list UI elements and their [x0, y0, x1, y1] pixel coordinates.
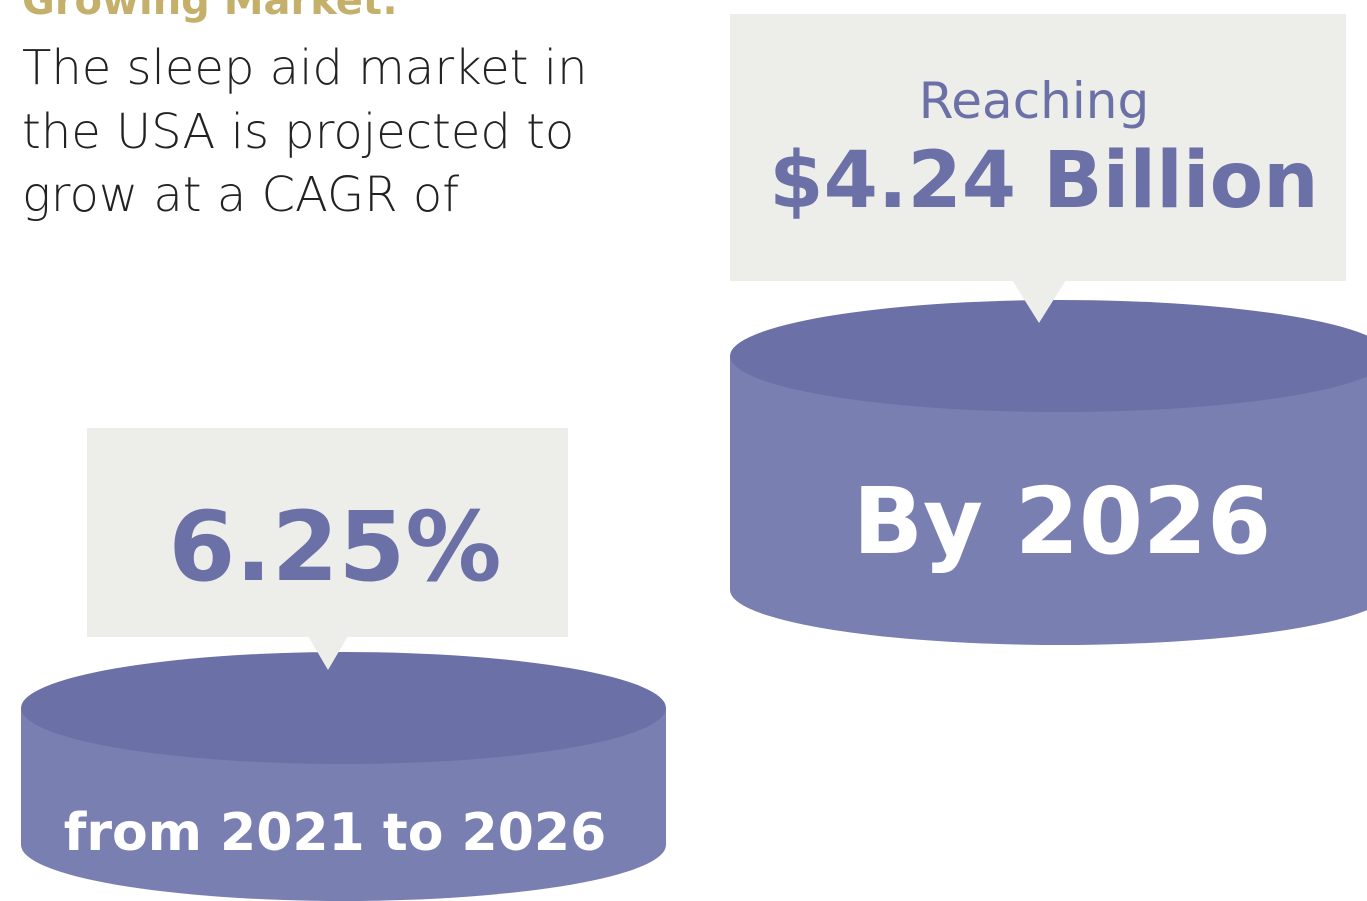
market-value: $4.24 Billion: [769, 136, 1318, 226]
cylinder-side: [730, 356, 1367, 645]
cylinder-top: [730, 300, 1367, 412]
body-line: the USA is projected to: [22, 104, 574, 160]
callout-pointer: [308, 636, 348, 670]
callout-pointer: [1012, 280, 1066, 323]
period-text: from 2021 to 2026: [64, 803, 607, 863]
heading: Growing Market:: [22, 0, 398, 24]
year-text: By 2026: [853, 468, 1271, 575]
cylinder-top: [21, 652, 666, 764]
cagr-value: 6.25%: [168, 491, 501, 603]
callout-box: [730, 14, 1346, 281]
body-line: grow at a CAGR of: [22, 167, 459, 223]
intro-text: Reaching: [919, 72, 1149, 130]
right-cylinder: [730, 300, 1367, 645]
callout-box: [87, 428, 568, 637]
body-line: The sleep aid market in: [22, 40, 588, 96]
left-cylinder: [21, 652, 666, 901]
